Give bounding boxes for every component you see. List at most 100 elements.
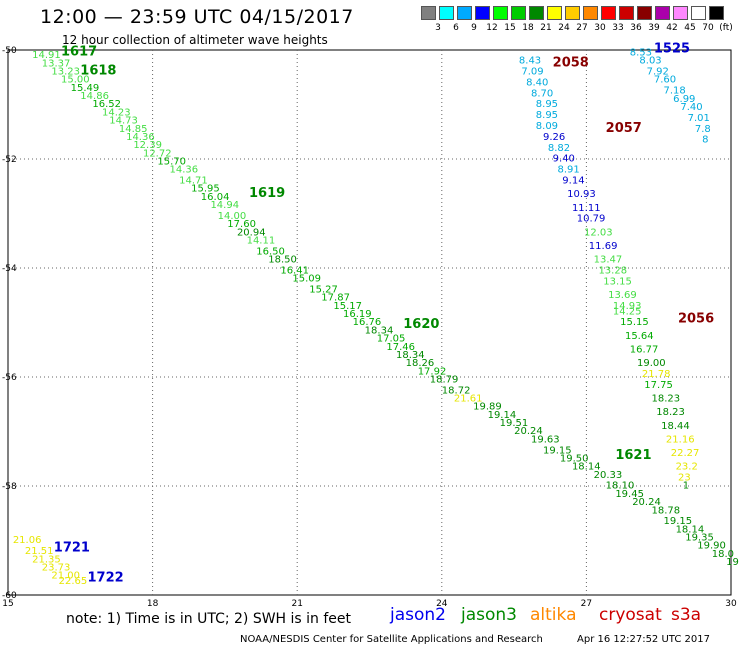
data-label-cryosat: 16.77 bbox=[630, 344, 659, 355]
data-label-jason3: 14.86 bbox=[80, 91, 109, 102]
data-label-jason3: 16.52 bbox=[92, 99, 121, 110]
data-label-jason3: 19.89 bbox=[473, 402, 502, 413]
track-id-label: 1721 bbox=[54, 540, 90, 555]
data-label-jason2: 7.92 bbox=[647, 67, 669, 78]
data-label-cryosat: 23 bbox=[678, 473, 691, 484]
data-label-jason3: 18.10 bbox=[606, 481, 635, 492]
data-label-jason3: 15.00 bbox=[61, 75, 90, 86]
page-subtitle: 12 hour collection of altimeter wave hei… bbox=[62, 33, 328, 47]
data-label-jason3: 18.0 bbox=[712, 549, 734, 560]
scale-swatch bbox=[637, 6, 652, 20]
data-label-jason3: 16.76 bbox=[353, 317, 382, 328]
track-id-label: 2058 bbox=[553, 55, 589, 70]
data-label-cryosat: 13.15 bbox=[603, 276, 632, 287]
data-label-jason3: 19 bbox=[726, 557, 739, 568]
scale-swatch bbox=[601, 6, 616, 20]
data-label-jason3: 15.70 bbox=[157, 156, 186, 167]
page-title: 12:00 — 23:59 UTC 04/15/2017 bbox=[40, 6, 354, 28]
plot-frame bbox=[7, 49, 732, 596]
data-label-jason3: 18.34 bbox=[365, 325, 394, 336]
track-id-label: 2057 bbox=[606, 121, 642, 136]
data-label-jason3: 20.94 bbox=[237, 227, 266, 238]
data-label-jason3: 19.14 bbox=[488, 410, 517, 421]
track-id-label: 1619 bbox=[249, 186, 285, 201]
data-label-cryosat: 13.28 bbox=[598, 265, 627, 276]
y-tick-label: -54 bbox=[2, 264, 17, 274]
data-label-jason3: 17.87 bbox=[321, 293, 350, 304]
x-tick-label: 15 bbox=[2, 599, 13, 609]
data-label-jason3: 16.41 bbox=[280, 265, 309, 276]
data-label-cryosat: 13.47 bbox=[594, 255, 623, 266]
data-label-jason3: 18.34 bbox=[396, 350, 425, 361]
data-label-jason3: 16.19 bbox=[343, 309, 372, 320]
data-label-cryosat: 21.78 bbox=[642, 369, 671, 380]
data-label-jason3: 20.24 bbox=[632, 497, 661, 508]
scale-swatch bbox=[565, 6, 580, 20]
y-tick-label: -58 bbox=[2, 482, 17, 492]
scale-swatch bbox=[655, 6, 670, 20]
data-label-jason3: 18.26 bbox=[406, 358, 435, 369]
data-label-jason3: 19.90 bbox=[697, 541, 726, 552]
data-label-cryosat: 18.23 bbox=[651, 394, 680, 405]
data-label-cryosat: 13.69 bbox=[608, 290, 637, 301]
data-label-jason3: 19.35 bbox=[685, 533, 714, 544]
data-label-jason3: 17.92 bbox=[418, 366, 447, 377]
data-label-cryosat: 8.82 bbox=[548, 143, 570, 154]
x-tick-label: 18 bbox=[147, 599, 159, 609]
data-label-cryosat: 8.91 bbox=[557, 165, 579, 176]
data-label-jason3: 18.50 bbox=[268, 255, 297, 266]
data-label-cryosat: 9.14 bbox=[562, 176, 584, 187]
data-label-jason3: 16.04 bbox=[201, 192, 230, 203]
scale-label: 45 bbox=[684, 23, 696, 33]
scale-label: 18 bbox=[522, 23, 534, 33]
track-id-label: 2056 bbox=[678, 312, 714, 327]
x-tick-label: 30 bbox=[725, 599, 737, 609]
data-label-cryosat: 18.44 bbox=[661, 421, 690, 432]
data-label-cryosat: 14.93 bbox=[613, 301, 642, 312]
data-label-jason3: 14.71 bbox=[179, 176, 208, 187]
scale-label: 6 bbox=[453, 23, 459, 33]
data-label-jason3: 14.00 bbox=[218, 211, 247, 222]
data-label-cryosat: 10.93 bbox=[567, 189, 596, 200]
data-label-cryosat: 15.15 bbox=[620, 317, 649, 328]
data-label-s3a: 21.35 bbox=[32, 554, 61, 565]
track-id-label: 1617 bbox=[61, 44, 97, 59]
scale-label: 21 bbox=[540, 23, 552, 33]
footer-note: note: 1) Time is in UTC; 2) SWH is in fe… bbox=[66, 611, 352, 627]
data-label-cryosat: 8.43 bbox=[519, 56, 541, 67]
data-label-jason3: 19.63 bbox=[531, 434, 560, 445]
legend-jason2: jason2 bbox=[390, 605, 446, 625]
y-tick-label: -52 bbox=[2, 155, 17, 165]
scale-swatch bbox=[493, 6, 508, 20]
data-label-jason3: 15.49 bbox=[71, 83, 100, 94]
track-id-label: 1618 bbox=[80, 64, 116, 79]
scale-swatch bbox=[691, 6, 706, 20]
data-label-jason3: 19.51 bbox=[500, 418, 529, 429]
scale-label: 42 bbox=[666, 23, 678, 33]
scale-swatch bbox=[457, 6, 472, 20]
scale-swatch bbox=[709, 6, 724, 20]
data-label-s3a: 21.51 bbox=[25, 546, 54, 557]
data-label-jason3: 14.23 bbox=[102, 107, 131, 118]
data-label-jason3: 14.85 bbox=[119, 124, 148, 135]
x-tick-label: 24 bbox=[436, 599, 448, 609]
data-label-cryosat: 17.75 bbox=[644, 380, 673, 391]
track-id-label: 1620 bbox=[403, 317, 439, 332]
data-label-jason3: 13.37 bbox=[42, 58, 71, 69]
generation-timestamp: Apr 16 12:27:52 UTC 2017 bbox=[577, 634, 710, 645]
y-tick-label: -60 bbox=[2, 591, 17, 601]
data-label-jason3: 18.78 bbox=[651, 505, 680, 516]
data-label-cryosat: 19.00 bbox=[637, 358, 666, 369]
data-label-jason3: 20.24 bbox=[514, 426, 543, 437]
y-tick-label: -50 bbox=[2, 46, 17, 56]
scale-label: 30 bbox=[594, 23, 606, 33]
scale-label: 33 bbox=[612, 23, 624, 33]
data-label-jason3: 19.15 bbox=[664, 516, 693, 527]
data-label-jason3: 18.72 bbox=[442, 385, 471, 396]
scale-label: 24 bbox=[558, 23, 570, 33]
scale-swatch bbox=[475, 6, 490, 20]
data-label-cryosat: 11.11 bbox=[572, 203, 601, 214]
data-label-jason3: 14.36 bbox=[169, 165, 198, 176]
data-label-jason3: 15.95 bbox=[191, 184, 220, 195]
